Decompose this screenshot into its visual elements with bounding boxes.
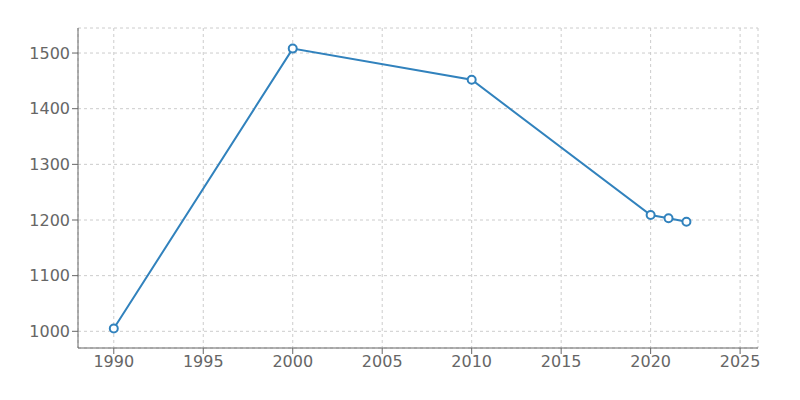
svg-text:2015: 2015 (541, 352, 582, 371)
svg-text:2010: 2010 (451, 352, 492, 371)
svg-text:1500: 1500 (29, 44, 70, 63)
svg-text:2000: 2000 (272, 352, 313, 371)
svg-text:2020: 2020 (630, 352, 671, 371)
svg-text:1300: 1300 (29, 155, 70, 174)
svg-text:1990: 1990 (93, 352, 134, 371)
svg-text:1400: 1400 (29, 99, 70, 118)
svg-text:1100: 1100 (29, 266, 70, 285)
svg-text:1000: 1000 (29, 322, 70, 341)
svg-text:2005: 2005 (362, 352, 403, 371)
svg-text:1995: 1995 (183, 352, 224, 371)
svg-text:2025: 2025 (720, 352, 761, 371)
svg-text:1200: 1200 (29, 211, 70, 230)
